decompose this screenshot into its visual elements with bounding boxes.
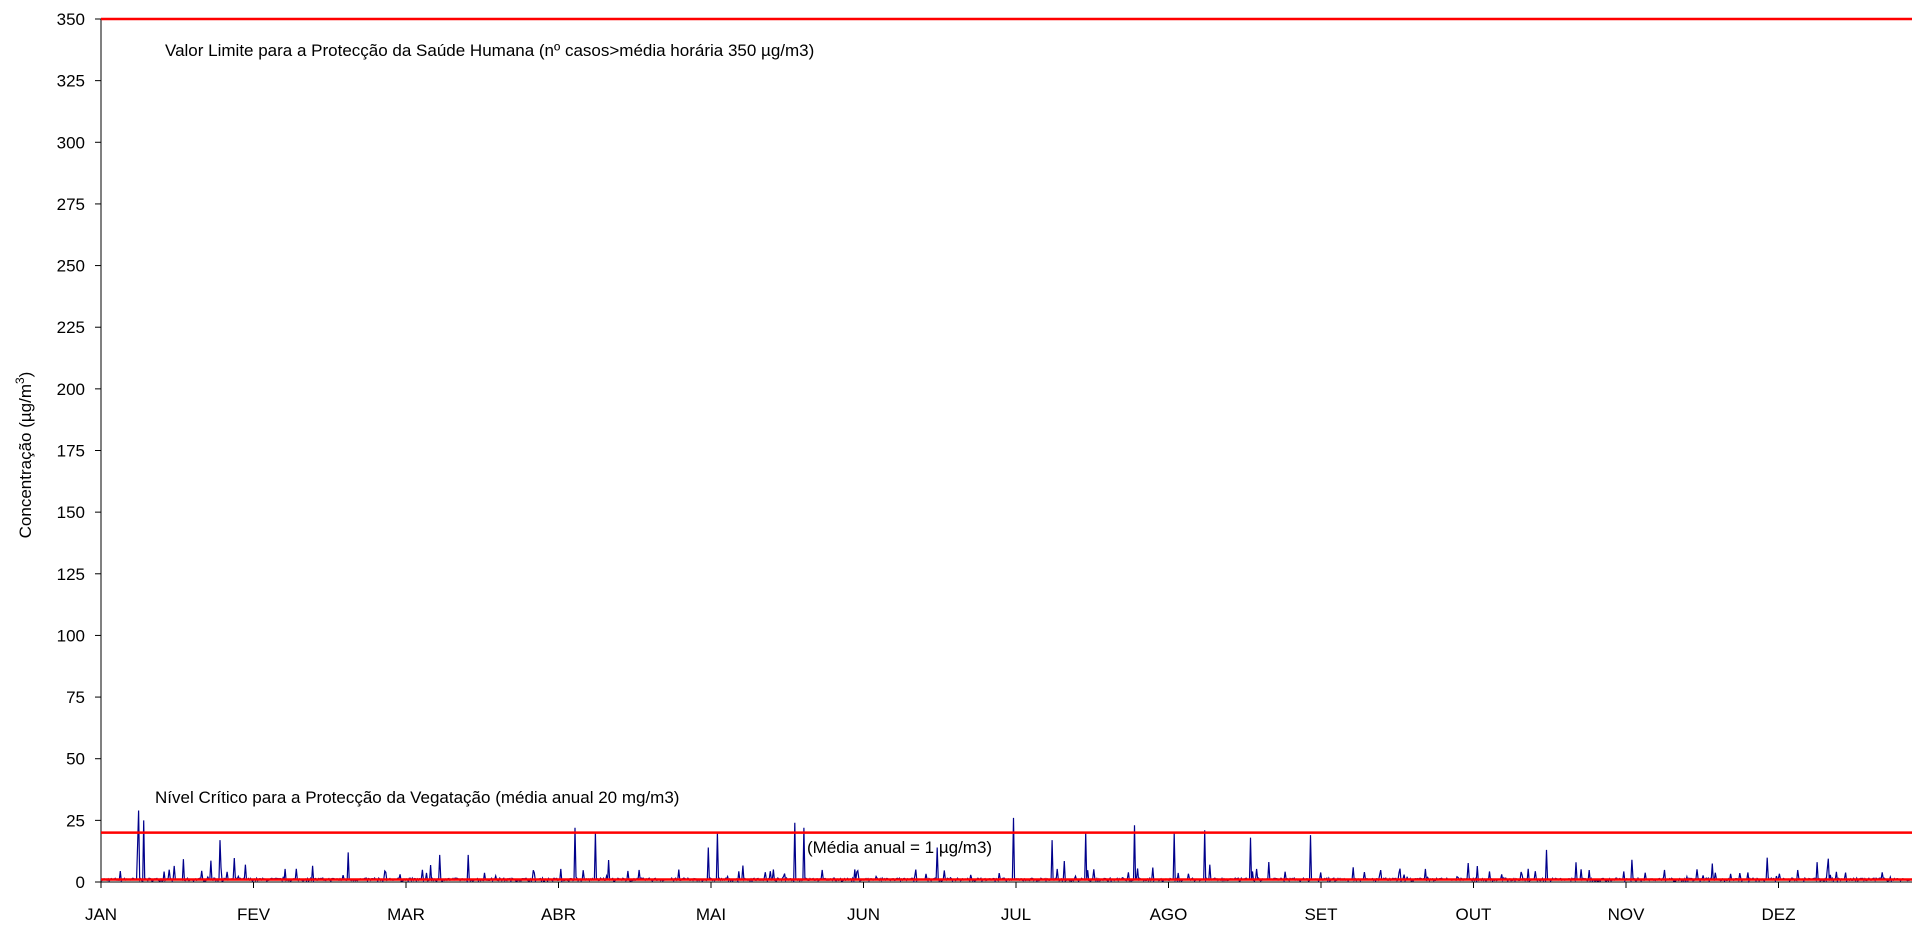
y-tick-label-125: 125 — [57, 565, 85, 584]
y-tick-label-50: 50 — [66, 750, 85, 769]
x-tick-label-abr: ABR — [541, 905, 576, 924]
y-tick-label-275: 275 — [57, 195, 85, 214]
y-tick-label-350: 350 — [57, 10, 85, 29]
limit-health-label: Valor Limite para a Protecção da Saúde H… — [165, 41, 814, 60]
critical-vegetation-label: Nível Crítico para a Protecção da Vegata… — [155, 788, 679, 807]
x-tick-label-fev: FEV — [237, 905, 271, 924]
x-tick-label-out: OUT — [1456, 905, 1492, 924]
data-series — [100, 810, 1912, 884]
x-tick-label-mar: MAR — [387, 905, 425, 924]
x-tick-label-nov: NOV — [1608, 905, 1646, 924]
y-tick-label-25: 25 — [66, 811, 85, 830]
x-tick-label-mai: MAI — [696, 905, 726, 924]
x-tick-label-set: SET — [1304, 905, 1337, 924]
y-ticks: 0 25 50 75 100 125 150 175 200 225 250 275 300 325 350 — [57, 10, 101, 892]
annual-mean-label: (Média anual = 1 µg/m3) — [807, 838, 992, 857]
y-tick-label-100: 100 — [57, 626, 85, 645]
x-tick-label-ago: AGO — [1150, 905, 1188, 924]
x-tick-label-jun: JUN — [847, 905, 880, 924]
y-tick-label-325: 325 — [57, 72, 85, 91]
y-tick-label-175: 175 — [57, 442, 85, 461]
y-tick-label-150: 150 — [57, 503, 85, 522]
x-tick-label-jan: JAN — [85, 905, 117, 924]
reference-lines — [101, 17, 1912, 881]
y-tick-label-225: 225 — [57, 318, 85, 337]
y-tick-label-200: 200 — [57, 380, 85, 399]
y-axis-label: Concentração (µg/m3) — [13, 372, 35, 539]
x-tick-label-jul: JUL — [1001, 905, 1031, 924]
y-tick-label-0: 0 — [76, 873, 85, 892]
y-tick-label-250: 250 — [57, 257, 85, 276]
y-tick-label-300: 300 — [57, 133, 85, 152]
x-ticks: JAN FEV MAR ABR MAI JUN JUL AGO SET OUT NOV DEZ — [85, 882, 1796, 924]
x-tick-label-dez: DEZ — [1762, 905, 1796, 924]
y-tick-label-75: 75 — [66, 688, 85, 707]
series-line — [100, 810, 1912, 884]
